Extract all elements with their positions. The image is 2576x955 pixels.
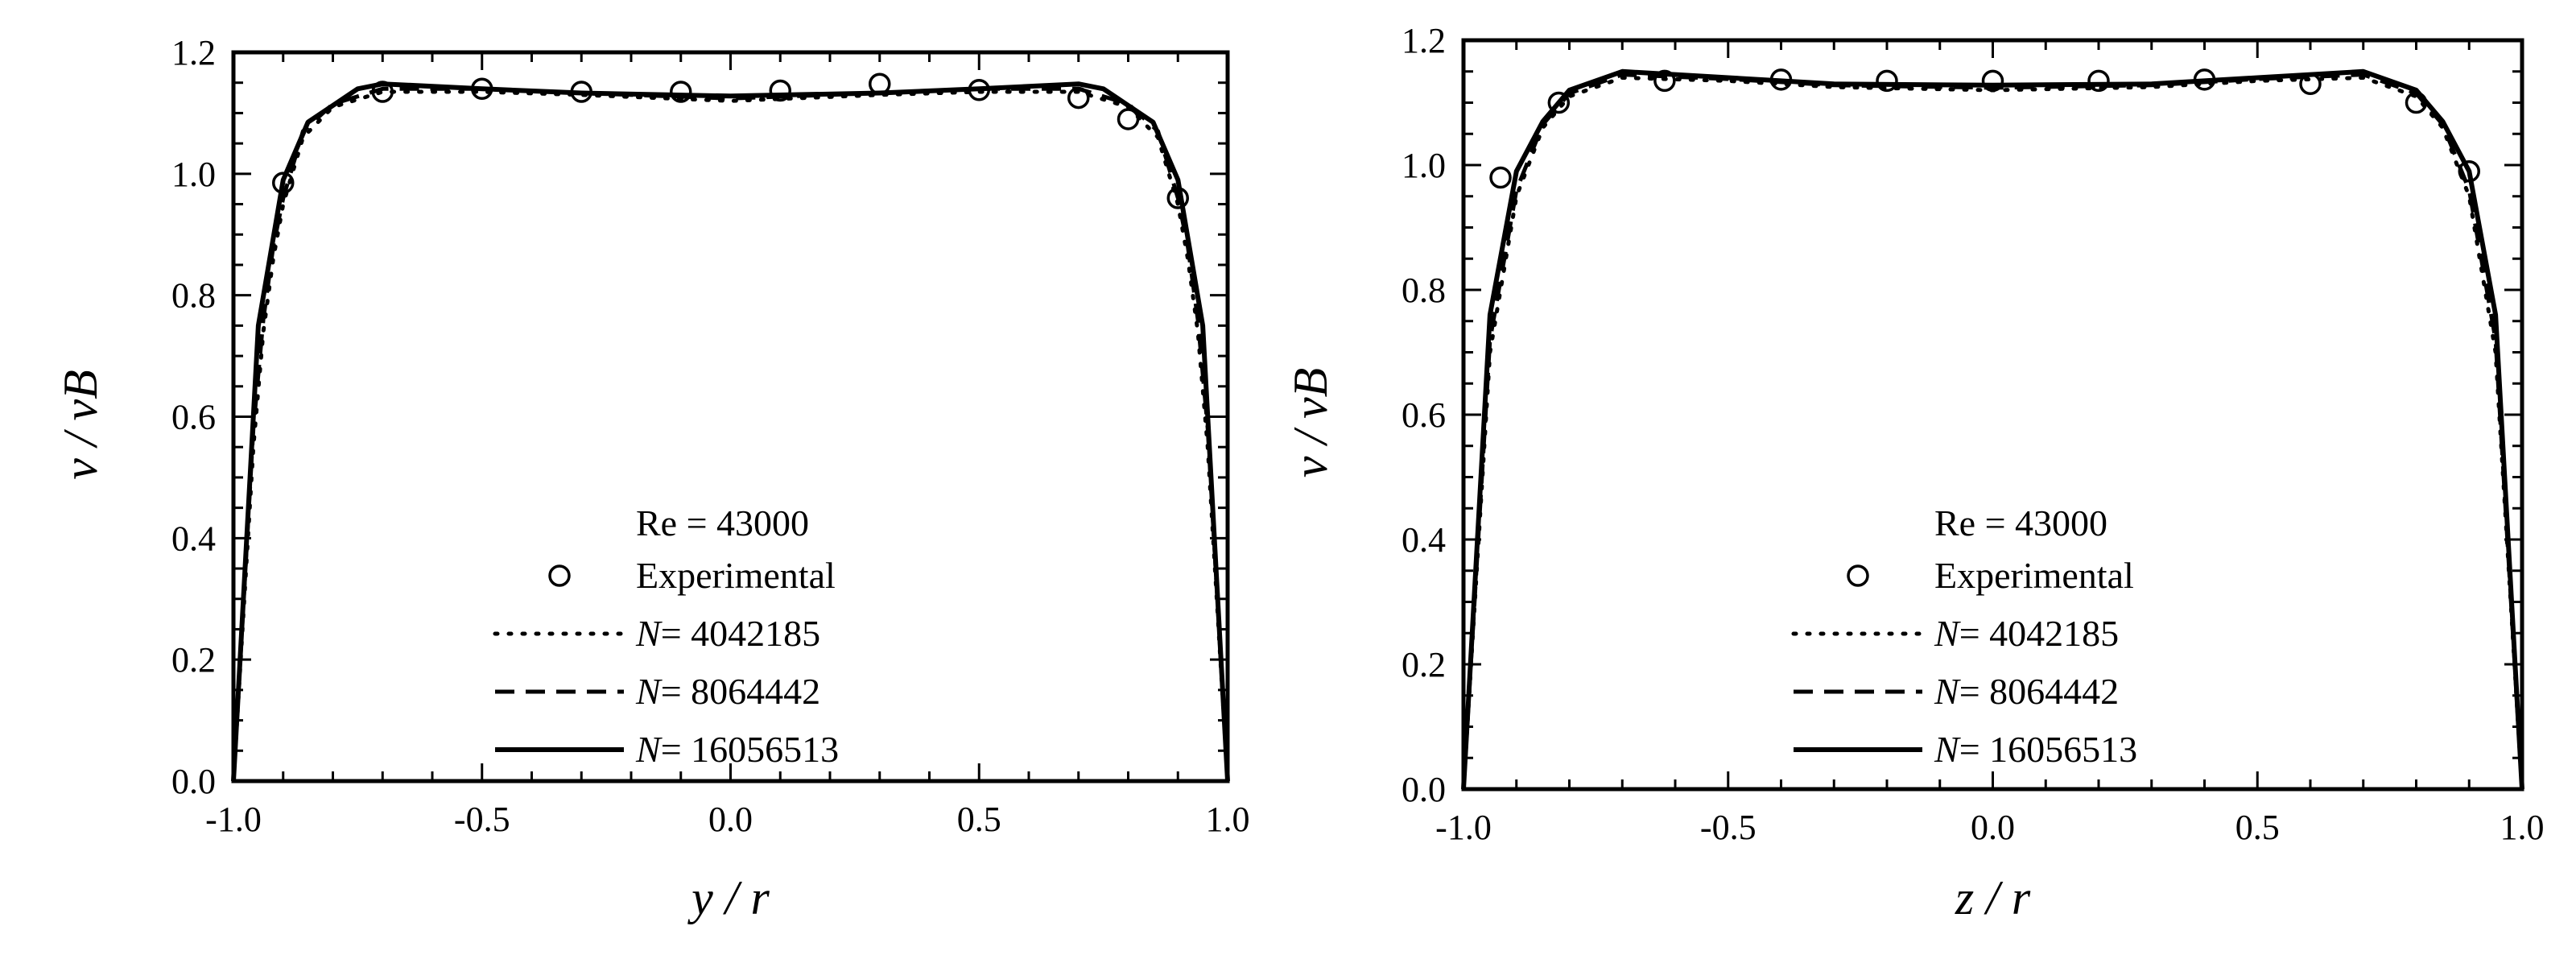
series-line-dotted — [231, 89, 1230, 783]
y-tick-label: 0.0 — [171, 762, 216, 801]
x-tick-label: -1.0 — [205, 800, 262, 839]
x-tick-label: 0.0 — [1971, 808, 2015, 847]
legend-label-value: = 8064442 — [661, 671, 820, 712]
x-axis-title: z / r — [1955, 871, 2031, 924]
y-tick-label: 1.0 — [1402, 146, 1446, 185]
y-axis-title: v / vB — [54, 370, 107, 480]
legend-label: N= 8064442 — [635, 671, 820, 712]
legend-annotation: Re = 43000 — [636, 502, 809, 544]
y-tick-label: 0.6 — [1402, 395, 1446, 435]
x-axis-title: y / r — [687, 871, 770, 924]
experimental-point — [769, 79, 791, 102]
x-tick-label: -1.0 — [1435, 808, 1492, 847]
experimental-point — [670, 81, 692, 103]
y-tick-label: 0.2 — [171, 640, 216, 680]
legend-label-var: N — [635, 729, 663, 770]
chart-panel-2: -1.0 -0.5 0.0 0.5 1.0 0.0 0.2 0.4 0.6 0.8 1.0 1.2 z … — [1284, 21, 2545, 924]
legend-label-value: = 8064442 — [1959, 671, 2119, 712]
legend-label: Experimental — [1934, 555, 2134, 596]
legend-label-var: N — [1934, 613, 1961, 654]
y-tick-label: 1.0 — [171, 155, 216, 194]
x-tick-label: 1.0 — [1206, 800, 1250, 839]
y-tick-label: 0.6 — [171, 398, 216, 437]
legend-label-var: N — [1934, 671, 1961, 712]
legend-label: N= 16056513 — [1934, 729, 2137, 770]
series-line-dashed — [1461, 72, 2524, 790]
series-line-solid — [1461, 68, 2524, 790]
legend-label-value: = 16056513 — [661, 729, 839, 770]
legend-marker-circle — [548, 564, 571, 587]
y-tick-label: 0.0 — [1402, 770, 1446, 809]
experimental-point — [1489, 166, 1512, 189]
legend-label: N= 16056513 — [635, 729, 839, 770]
legend-label-var: N — [635, 613, 663, 654]
experimental-point — [2087, 69, 2110, 93]
x-tick-label: 1.0 — [2500, 808, 2545, 847]
experimental-point — [1653, 69, 1676, 93]
experimental-point — [1547, 91, 1571, 114]
chart-panel-1: -1.0 -0.5 0.0 0.5 1.0 0.0 0.2 0.4 0.6 0.8 1.0 1.2 y … — [54, 33, 1250, 924]
legend-annotation: Re = 43000 — [1934, 502, 2107, 544]
legend-label-var: N — [1934, 729, 1961, 770]
legend-marker-circle — [1847, 564, 1869, 587]
legend-label-value: = 4042185 — [661, 613, 820, 654]
y-tick-label: 0.2 — [1402, 645, 1446, 684]
x-tick-label: 0.5 — [2235, 808, 2280, 847]
legend-label: N= 4042185 — [635, 613, 820, 654]
y-tick-label: 0.8 — [171, 276, 216, 316]
y-tick-label: 1.2 — [1402, 21, 1446, 60]
x-tick-label: -0.5 — [1700, 808, 1757, 847]
y-tick-label: 0.8 — [1402, 271, 1446, 310]
y-tick-label: 1.2 — [171, 33, 216, 72]
legend-label: N= 8064442 — [1934, 671, 2119, 712]
legend-label-value: = 16056513 — [1959, 729, 2137, 770]
y-axis-title: v / vB — [1284, 368, 1337, 478]
legend-label: N= 4042185 — [1934, 613, 2119, 654]
y-tick-label: 0.4 — [1402, 520, 1446, 560]
x-tick-label: 0.5 — [957, 800, 1001, 839]
legend-label-value: = 4042185 — [1959, 613, 2119, 654]
series-line-solid — [231, 81, 1230, 782]
legend-label: Experimental — [636, 555, 836, 596]
y-tick-label: 0.4 — [171, 519, 216, 558]
legend-label-var: N — [635, 671, 663, 712]
x-tick-label: -0.5 — [454, 800, 510, 839]
experimental-point — [1876, 69, 1898, 93]
x-tick-label: 0.0 — [708, 800, 753, 839]
